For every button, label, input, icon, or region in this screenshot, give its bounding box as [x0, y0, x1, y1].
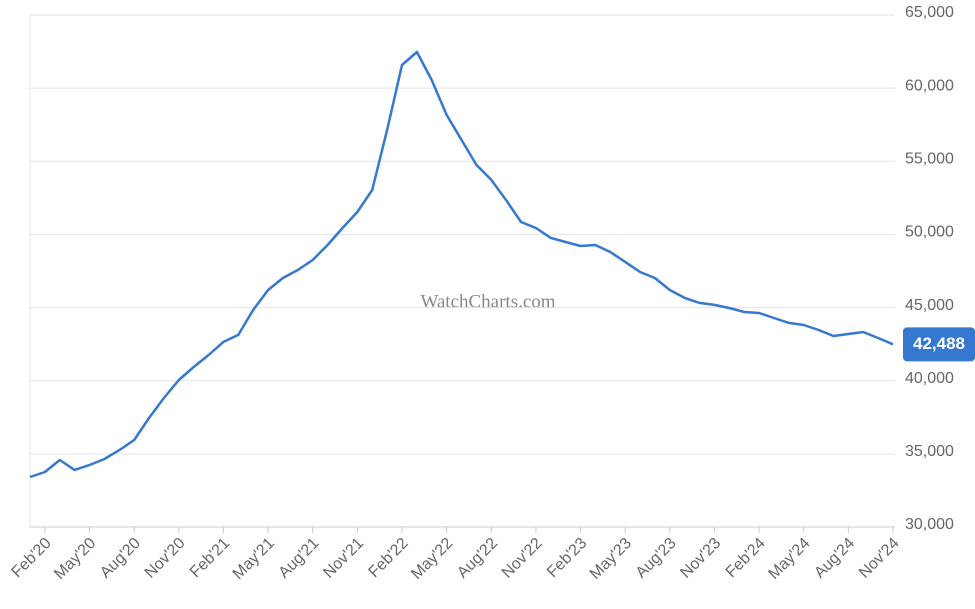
value-badge [903, 327, 975, 362]
y-tick-label: 55,000 [905, 151, 954, 168]
y-tick-label: 50,000 [905, 224, 954, 241]
x-tick-label: Feb'24 [723, 535, 769, 581]
x-tick-label: Nov'21 [320, 535, 367, 582]
x-tick-label: May'21 [230, 535, 278, 583]
x-tick-label: Nov'24 [856, 535, 903, 582]
watermark: WatchCharts.com [420, 291, 555, 312]
x-tick-label: Feb'21 [187, 535, 233, 581]
x-tick-label: Nov'22 [499, 535, 546, 582]
x-tick-label: Nov'20 [142, 535, 189, 582]
y-tick-label: 65,000 [905, 4, 954, 21]
x-tick-label: Feb'23 [544, 535, 590, 581]
line [29, 50, 894, 479]
x-tick-label: Aug'22 [454, 535, 501, 582]
value-label: 42,488 [913, 334, 965, 353]
x-tick-label: May'22 [408, 535, 456, 583]
y-tick-label: 40,000 [905, 370, 954, 387]
x-tick-label: May'20 [51, 535, 99, 583]
x-tick-label: Aug'21 [276, 535, 323, 582]
y-tick-label: 60,000 [905, 77, 954, 94]
x-tick-label: May'23 [587, 535, 635, 583]
x-tick-label: Aug'24 [811, 535, 858, 582]
x-tick-label: Feb'20 [8, 535, 54, 581]
x-tick-label: Aug'20 [97, 535, 144, 582]
y-tick-label: 30,000 [905, 516, 954, 533]
x-tick-label: Aug'23 [633, 535, 680, 582]
x-tick-label: Nov'23 [677, 535, 724, 582]
y-tick-label: 35,000 [905, 443, 954, 460]
x-tick-label: Feb'22 [366, 535, 412, 581]
y-tick-label: 45,000 [905, 297, 954, 314]
x-tick-label: May'24 [765, 535, 813, 583]
